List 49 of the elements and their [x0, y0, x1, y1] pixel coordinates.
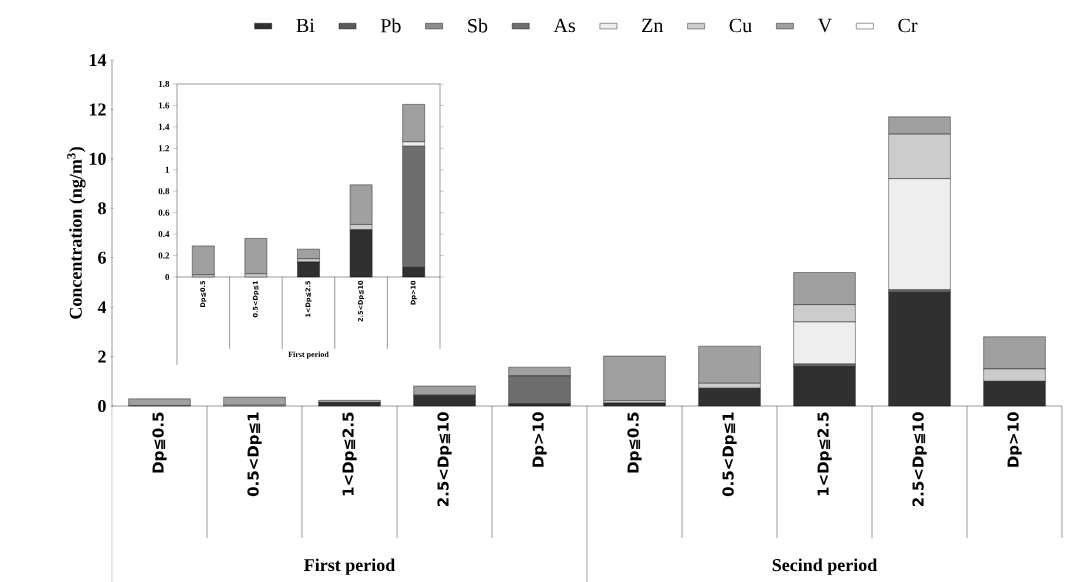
y-axis-title: Concentration (ng/m$^{3}$) [67, 147, 86, 319]
legend-label: Zn [642, 18, 664, 32]
legend-label: Cu [729, 18, 752, 33]
y-tick-label: 0 [165, 273, 170, 281]
bar [349, 184, 373, 225]
bar [223, 396, 286, 406]
bar [698, 345, 761, 384]
y-tick-label: 1.6 [158, 102, 170, 109]
y-tick-label: 14 [89, 54, 107, 66]
y-tick-label: 0.4 [158, 231, 170, 238]
bar [603, 355, 666, 401]
legend-label: Cr [898, 18, 918, 33]
bar [402, 104, 425, 143]
x-tick-label: 0.5<Dp≦1 [722, 412, 737, 497]
bar [244, 238, 268, 274]
y-tick-label: 1.8 [158, 80, 170, 88]
y-tick-label: 0.6 [158, 209, 170, 216]
y-tick-label: 1.2 [158, 145, 170, 152]
x-tick-label: 1<Dp≦2.5 [817, 412, 832, 496]
annotation: First period [288, 351, 329, 359]
bar [192, 245, 215, 276]
y-tick-label: 1 [165, 166, 169, 173]
x-tick-label: 1<Dp≦2.5 [342, 412, 357, 496]
x-tick-label: 2.5<Dp≦10 [437, 412, 452, 507]
legend-label: V [817, 18, 832, 33]
y-tick-label: 6 [98, 251, 106, 264]
y-tick-label: 0 [98, 399, 106, 413]
y-tick-label: 4 [97, 301, 107, 314]
y-tick-label: 10 [89, 152, 106, 165]
legend-label: Pb [380, 18, 401, 33]
y-tick-label: 12 [89, 103, 106, 116]
x-tick-label: 0.5<Dp≦1 [247, 412, 262, 497]
legend-label: Bi [296, 18, 315, 33]
x-tick-label: Dp>10 [532, 412, 547, 467]
y-tick-label: 1.4 [158, 123, 170, 130]
y-tick-label: 0.2 [158, 252, 170, 259]
y-tick-label: 2 [98, 350, 106, 363]
y-tick-label: 0.8 [158, 188, 170, 195]
y-tick-label: 8 [98, 202, 106, 215]
legend-label: Sb [468, 18, 488, 33]
x-tick-label: Dp≦0.5 [627, 412, 642, 473]
bar [128, 398, 191, 406]
text: Secind period [772, 558, 878, 575]
x-tick-label: Dp≦0.5 [152, 412, 167, 473]
legend-label: As [553, 18, 575, 33]
x-tick-label: 2.5<Dp≦10 [912, 412, 927, 507]
text: First period [304, 558, 396, 575]
bar [297, 248, 320, 259]
x-tick-label: Dp>10 [1007, 412, 1022, 467]
